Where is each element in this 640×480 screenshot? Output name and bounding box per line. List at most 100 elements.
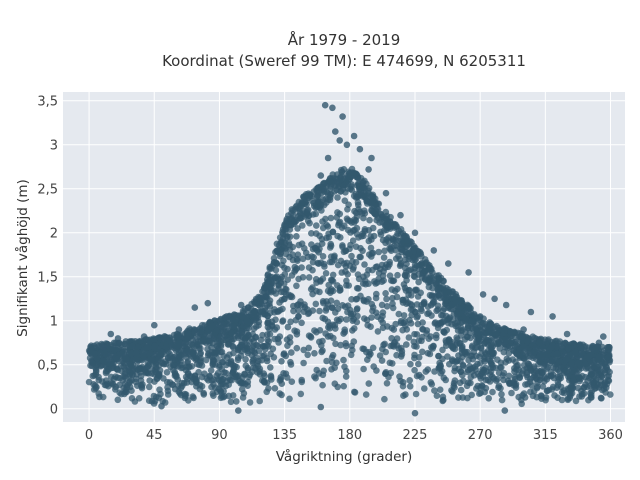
- scatter-point: [341, 222, 348, 230]
- scatter-point: [489, 388, 496, 396]
- scatter-point: [451, 367, 458, 375]
- scatter-point: [307, 333, 314, 340]
- scatter-point: [112, 386, 119, 393]
- y-axis-title: Signifikant våghöjd (m): [14, 179, 31, 337]
- scatter-point: [148, 357, 155, 364]
- scatter-point: [281, 295, 288, 303]
- scatter-point: [406, 383, 414, 390]
- scatter-point: [342, 373, 350, 380]
- scatter-point: [265, 385, 272, 392]
- scatter-point: [448, 387, 455, 394]
- scatter-point: [371, 278, 378, 285]
- scatter-point: [377, 211, 385, 218]
- scatter-point: [225, 381, 232, 389]
- scatter-point: [316, 307, 323, 315]
- scatter-point: [381, 395, 388, 403]
- scatter-point: [132, 375, 140, 383]
- scatter-point: [188, 373, 196, 381]
- scatter-point: [592, 376, 600, 383]
- scatter-point: [155, 350, 163, 358]
- scatter-point: [246, 399, 254, 406]
- scatter-point: [360, 273, 367, 281]
- scatter-point: [114, 396, 122, 404]
- scatter-point: [116, 381, 123, 389]
- scatter-point: [413, 331, 421, 338]
- scatter-point: [598, 373, 605, 381]
- scatter-point: [422, 368, 430, 375]
- scatter-point: [288, 272, 296, 279]
- scatter-point: [272, 259, 280, 267]
- scatter-point: [351, 170, 359, 178]
- scatter-point: [341, 363, 348, 371]
- scatter-point: [582, 360, 589, 368]
- scatter-point: [460, 377, 467, 385]
- scatter-point: [389, 360, 396, 367]
- scatter-point: [110, 375, 118, 383]
- y-tick-label: 1: [50, 314, 58, 329]
- scatter-point: [250, 307, 258, 315]
- scatter-point: [349, 237, 357, 244]
- scatter-point: [259, 377, 266, 384]
- scatter-point: [331, 380, 339, 388]
- scatter-point: [300, 308, 308, 316]
- scatter-point: [290, 302, 297, 310]
- x-tick-label: 90: [211, 428, 228, 443]
- scatter-point: [410, 338, 418, 346]
- scatter-point: [556, 373, 564, 380]
- scatter-point: [502, 301, 510, 309]
- scatter-point: [492, 377, 500, 384]
- scatter-point: [519, 392, 526, 399]
- chart-subtitle: Koordinat (Sweref 99 TM): E 474699, N 62…: [162, 52, 526, 70]
- scatter-point: [322, 307, 330, 314]
- scatter-point: [332, 340, 339, 348]
- scatter-point: [394, 271, 401, 279]
- scatter-point: [485, 395, 493, 402]
- scatter-point: [353, 284, 361, 292]
- scatter-point: [549, 313, 556, 320]
- scatter-point: [580, 384, 588, 391]
- scatter-point: [501, 325, 509, 333]
- scatter-point: [283, 374, 291, 381]
- y-tick-label: 0: [50, 402, 58, 417]
- scatter-point: [183, 379, 191, 386]
- scatter-point: [200, 389, 207, 397]
- scatter-point: [228, 316, 236, 324]
- scatter-point: [313, 279, 320, 287]
- scatter-point: [421, 267, 429, 275]
- scatter-point: [413, 286, 421, 294]
- scatter-point: [467, 305, 474, 312]
- scatter-point: [287, 221, 295, 229]
- scatter-point: [539, 369, 546, 376]
- scatter-point: [592, 363, 600, 371]
- scatter-point: [215, 335, 223, 342]
- scatter-point: [244, 366, 252, 374]
- scatter-point: [137, 337, 144, 345]
- y-tick-label: 0,5: [37, 358, 58, 373]
- scatter-point: [391, 242, 398, 250]
- scatter-point: [549, 356, 557, 364]
- x-axis: 0 45 90 135 180 225 270 315 360: [85, 428, 623, 443]
- scatter-point: [407, 360, 414, 368]
- scatter-point: [122, 355, 130, 362]
- scatter-point: [273, 324, 281, 331]
- scatter-point: [268, 265, 275, 272]
- scatter-point: [378, 301, 386, 309]
- scatter-point: [333, 299, 341, 307]
- scatter-point: [224, 341, 232, 348]
- x-tick-label: 45: [146, 428, 163, 443]
- scatter-point: [323, 357, 330, 365]
- scatter-point: [310, 253, 318, 261]
- chart-title: År 1979 - 2019: [288, 30, 401, 49]
- scatter-point: [427, 267, 435, 274]
- scatter-point: [210, 332, 218, 339]
- scatter-point: [322, 195, 329, 203]
- scatter-point: [243, 341, 251, 349]
- scatter-point: [150, 400, 158, 407]
- scatter-point: [205, 325, 212, 333]
- scatter-point: [369, 307, 376, 315]
- scatter-point: [389, 300, 396, 308]
- scatter-point: [305, 190, 312, 197]
- scatter-point: [228, 329, 235, 337]
- scatter-point: [567, 368, 575, 376]
- scatter-point: [145, 397, 153, 405]
